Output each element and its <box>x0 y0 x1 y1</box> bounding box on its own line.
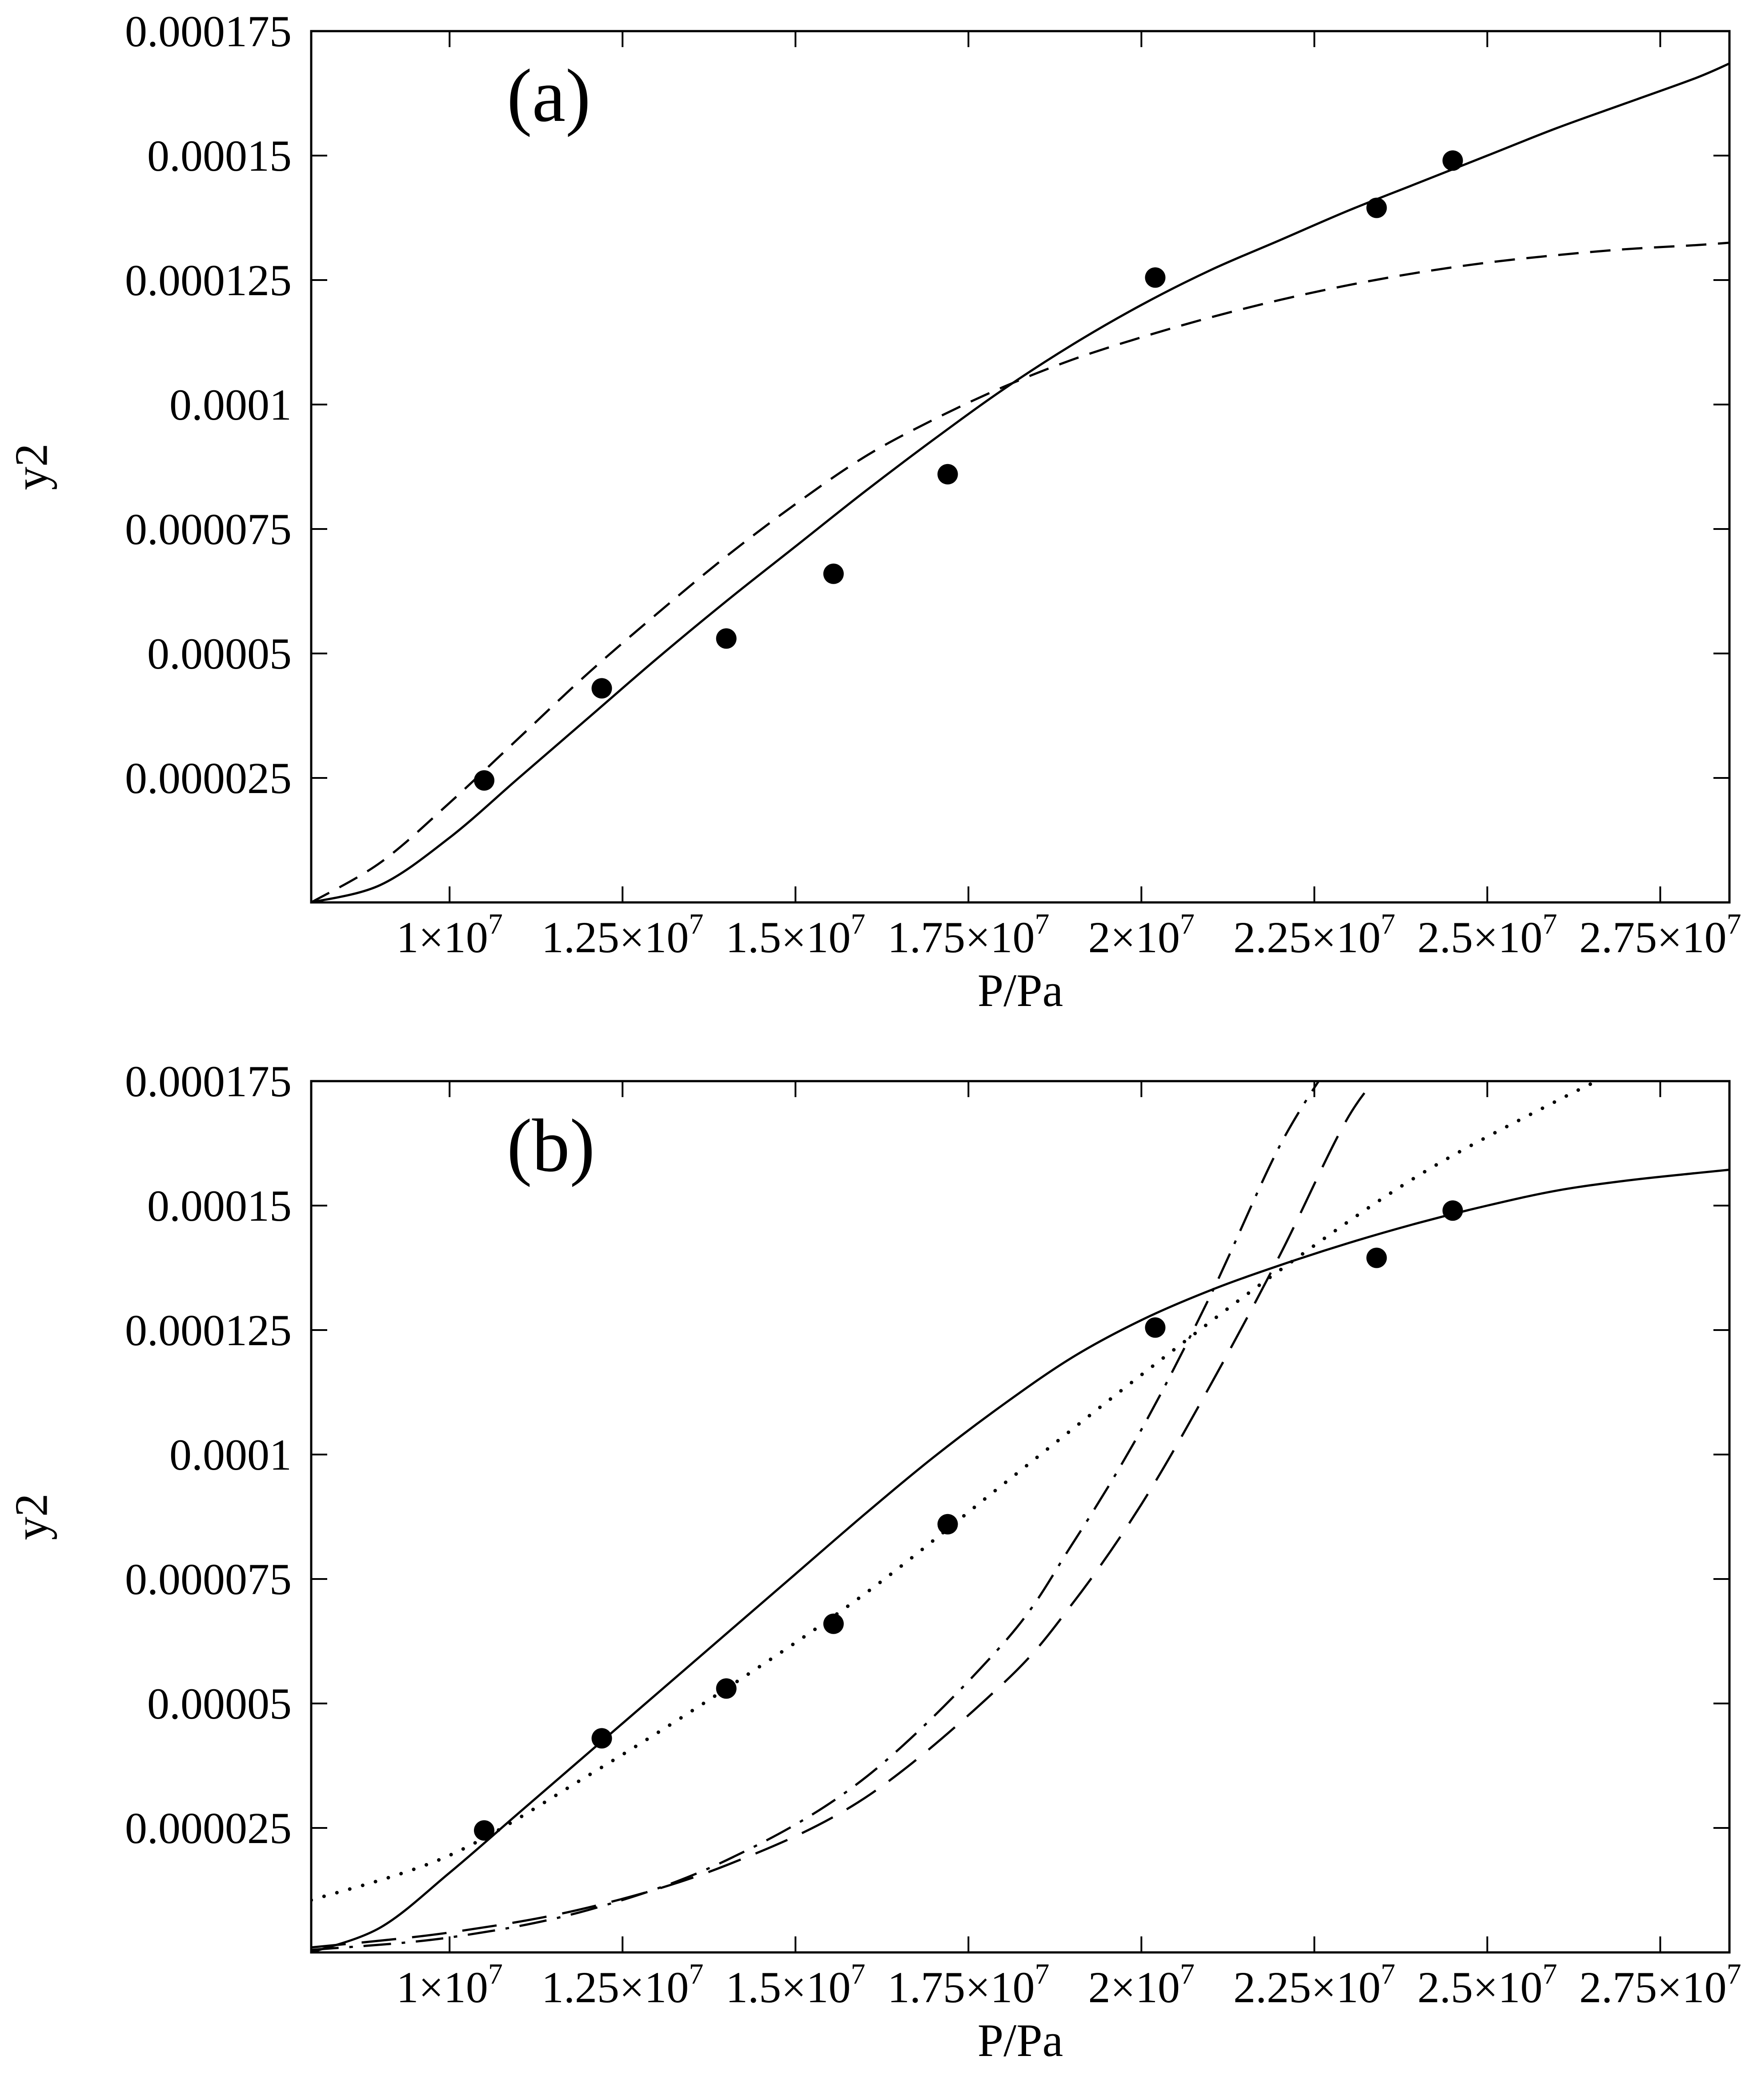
x-tick-label: 1.5×107 <box>726 908 865 962</box>
x-tick-label: 2.75×107 <box>1579 1958 1741 2012</box>
x-tick-label: 1.5×107 <box>726 1958 865 2012</box>
solid-curve <box>311 1168 1729 1952</box>
y-tick-label: 0.000175 <box>125 1057 292 1106</box>
data-point <box>474 770 495 791</box>
data-point <box>823 563 844 584</box>
long-dash-curve <box>311 1081 1376 1949</box>
y-tick-label: 0.000075 <box>125 1555 292 1604</box>
plot-area-b: 1×107 1.25×107 1.5×107 1.75×107 2×107 2.25×10… <box>125 1057 1741 2012</box>
y-tick-label: 0.000025 <box>125 1803 292 1853</box>
data-point <box>716 1678 737 1699</box>
y-tick-label: 0.000175 <box>125 7 292 56</box>
data-point <box>1366 197 1387 218</box>
y-tick-label: 0.000075 <box>125 505 292 554</box>
data-point <box>1366 1247 1387 1268</box>
x-tick-label: 2.5×107 <box>1417 1958 1557 2012</box>
y-tick-label: 0.000025 <box>125 753 292 803</box>
x-tick-label: 1.25×107 <box>542 908 703 962</box>
data-point <box>591 1728 612 1749</box>
plot-frame <box>310 1080 1731 1954</box>
y-tick-label: 0.000125 <box>125 1306 292 1355</box>
data-point <box>1145 267 1166 288</box>
y-axis-label-a: y2 <box>5 443 57 490</box>
data-point <box>937 464 958 485</box>
plot-frame <box>310 30 1731 904</box>
x-tick-label: 2.75×107 <box>1579 908 1741 962</box>
y-tick-label: 0.0001 <box>169 380 292 429</box>
x-tick-label: 1×107 <box>397 1958 503 2012</box>
data-point <box>1442 150 1463 171</box>
x-axis-label-a: P/Pa <box>977 964 1063 1016</box>
data-point <box>716 628 737 649</box>
panel-label-b: (b) <box>507 1104 595 1187</box>
dashed-curve <box>311 241 1729 902</box>
x-tick-label: 1.25×107 <box>542 1958 703 2012</box>
plot-area-a: 1×107 1.25×107 1.5×107 1.75×107 2×107 2.25×10… <box>125 7 1741 962</box>
data-point <box>1442 1200 1463 1221</box>
y-tick-label: 0.00015 <box>147 1181 292 1230</box>
x-tick-label: 2.25×107 <box>1233 908 1395 962</box>
solid-curve <box>311 62 1729 902</box>
y-axis-label-b: y2 <box>5 1493 57 1540</box>
panel-b: 1×107 1.25×107 1.5×107 1.75×107 2×107 2.25×10… <box>0 1050 1761 2100</box>
data-point <box>591 678 612 699</box>
x-tick-label: 2×107 <box>1088 1958 1195 2012</box>
y-tick-label: 0.0001 <box>169 1430 292 1479</box>
dotted-curve <box>311 1081 1601 1902</box>
data-point <box>937 1514 958 1535</box>
x-tick-label: 1.75×107 <box>887 1958 1049 2012</box>
y-tick-label: 0.00005 <box>147 629 292 678</box>
x-tick-label: 1×107 <box>397 908 503 962</box>
x-tick-label: 2.25×107 <box>1233 1958 1395 2012</box>
data-point <box>823 1613 844 1634</box>
data-point <box>474 1820 495 1841</box>
x-tick-label: 1.75×107 <box>887 908 1049 962</box>
y-tick-label: 0.00015 <box>147 131 292 180</box>
y-tick-label: 0.00005 <box>147 1679 292 1728</box>
y-tick-label: 0.000125 <box>125 256 292 305</box>
data-point <box>1145 1317 1166 1338</box>
dash-dot-curve <box>311 1081 1320 1951</box>
panel-label-a: (a) <box>507 54 591 137</box>
panel-a: 1×107 1.25×107 1.5×107 1.75×107 2×107 2.25×10… <box>5 7 1741 1016</box>
x-axis-label-b: P/Pa <box>977 2014 1063 2066</box>
x-tick-label: 2.5×107 <box>1417 908 1557 962</box>
x-tick-label: 2×107 <box>1088 908 1195 962</box>
